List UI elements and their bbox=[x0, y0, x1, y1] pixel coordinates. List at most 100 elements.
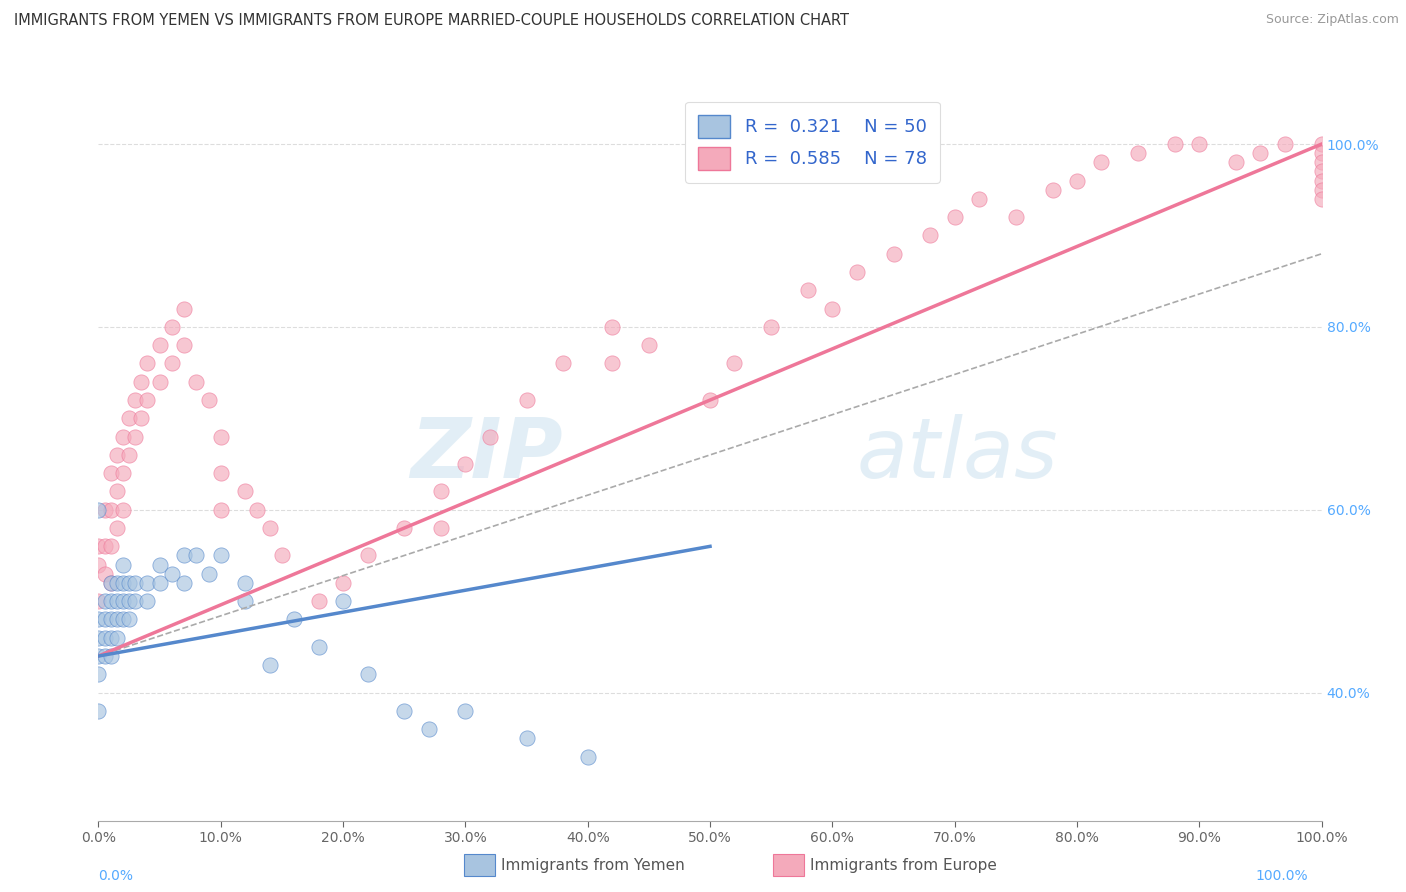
Point bbox=[93, 649, 115, 664]
Point bbox=[105, 521, 128, 535]
Point bbox=[87, 558, 110, 572]
Point bbox=[233, 484, 256, 499]
Point bbox=[478, 429, 501, 443]
Point bbox=[149, 338, 172, 352]
Point bbox=[111, 467, 134, 481]
Point bbox=[87, 613, 110, 627]
Point bbox=[87, 704, 110, 718]
Point bbox=[100, 613, 122, 627]
Point bbox=[209, 429, 232, 443]
Text: Immigrants from Yemen: Immigrants from Yemen bbox=[501, 858, 685, 872]
Point bbox=[308, 594, 330, 608]
Point bbox=[160, 356, 183, 371]
Point bbox=[118, 576, 141, 591]
Point bbox=[136, 393, 159, 408]
Text: 100.0%: 100.0% bbox=[1256, 869, 1308, 883]
Point bbox=[454, 704, 477, 718]
Point bbox=[100, 631, 122, 645]
Point bbox=[197, 566, 219, 581]
Text: Immigrants from Europe: Immigrants from Europe bbox=[810, 858, 997, 872]
Point bbox=[259, 658, 281, 673]
Point bbox=[124, 429, 146, 443]
Point bbox=[100, 594, 122, 608]
Point bbox=[1310, 146, 1333, 161]
Point bbox=[100, 649, 122, 664]
Point bbox=[392, 521, 416, 535]
Point bbox=[105, 631, 128, 645]
Point bbox=[233, 594, 256, 608]
Point bbox=[87, 539, 110, 553]
Point bbox=[1066, 174, 1088, 188]
Point bbox=[553, 356, 575, 371]
Point bbox=[136, 594, 159, 608]
Legend: R =  0.321    N = 50, R =  0.585    N = 78: R = 0.321 N = 50, R = 0.585 N = 78 bbox=[685, 102, 939, 183]
Point bbox=[246, 503, 269, 517]
Point bbox=[105, 594, 128, 608]
Point bbox=[392, 704, 416, 718]
Point bbox=[1249, 146, 1271, 161]
Point bbox=[1310, 183, 1333, 197]
Point bbox=[160, 319, 183, 334]
Point bbox=[430, 484, 453, 499]
Text: IMMIGRANTS FROM YEMEN VS IMMIGRANTS FROM EUROPE MARRIED-COUPLE HOUSEHOLDS CORREL: IMMIGRANTS FROM YEMEN VS IMMIGRANTS FROM… bbox=[14, 13, 849, 29]
Point bbox=[197, 393, 219, 408]
Point bbox=[1310, 136, 1333, 151]
Point bbox=[1164, 136, 1187, 151]
Point bbox=[259, 521, 281, 535]
Point bbox=[356, 549, 378, 563]
Point bbox=[136, 356, 159, 371]
Point bbox=[93, 503, 115, 517]
Point bbox=[136, 576, 159, 591]
Point bbox=[418, 723, 440, 737]
Point bbox=[1225, 155, 1247, 169]
Point bbox=[118, 448, 141, 462]
Point bbox=[100, 539, 122, 553]
Point bbox=[1274, 136, 1296, 151]
Point bbox=[699, 393, 721, 408]
Point bbox=[515, 393, 537, 408]
Point bbox=[149, 558, 172, 572]
Point bbox=[332, 576, 354, 591]
Point bbox=[515, 731, 537, 746]
Point bbox=[233, 576, 256, 591]
Point bbox=[87, 667, 110, 681]
Text: ZIP: ZIP bbox=[411, 415, 564, 495]
Point bbox=[209, 467, 232, 481]
Point bbox=[111, 429, 134, 443]
Point bbox=[93, 631, 115, 645]
Point bbox=[87, 594, 110, 608]
Point bbox=[576, 749, 599, 764]
Point bbox=[93, 613, 115, 627]
Point bbox=[100, 576, 122, 591]
Point bbox=[1310, 192, 1333, 206]
Point bbox=[87, 649, 110, 664]
Point bbox=[1310, 164, 1333, 178]
Point bbox=[87, 503, 110, 517]
Point bbox=[100, 576, 122, 591]
Point bbox=[87, 631, 110, 645]
Point bbox=[173, 576, 195, 591]
Point bbox=[186, 375, 208, 389]
Point bbox=[111, 558, 134, 572]
Point bbox=[118, 613, 141, 627]
Point bbox=[308, 640, 330, 654]
Point bbox=[270, 549, 294, 563]
Point bbox=[105, 448, 128, 462]
Point bbox=[111, 594, 134, 608]
Point bbox=[883, 247, 905, 261]
Point bbox=[1310, 155, 1333, 169]
Point bbox=[723, 356, 745, 371]
Point bbox=[209, 549, 232, 563]
Point bbox=[186, 549, 208, 563]
Point bbox=[93, 566, 115, 581]
Point bbox=[1310, 174, 1333, 188]
Point bbox=[920, 228, 942, 243]
Point bbox=[173, 549, 195, 563]
Point bbox=[1128, 146, 1150, 161]
Point bbox=[129, 411, 152, 425]
Point bbox=[845, 265, 868, 279]
Point bbox=[173, 301, 195, 316]
Point bbox=[967, 192, 990, 206]
Point bbox=[160, 566, 183, 581]
Point bbox=[105, 484, 128, 499]
